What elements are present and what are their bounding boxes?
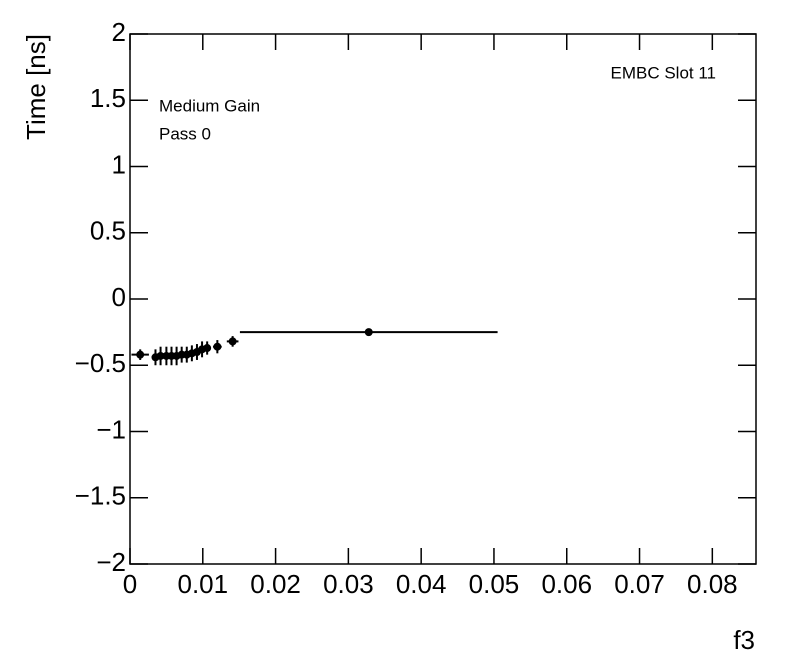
data-point: [156, 351, 165, 360]
annotation: Medium Gain: [159, 96, 260, 115]
data-point: [364, 328, 373, 337]
x-tick-label: 0.01: [177, 569, 228, 599]
data-point: [136, 350, 145, 359]
y-tick-label: 0: [112, 282, 126, 312]
y-tick-label: −2: [96, 547, 126, 577]
y-tick-label: 2: [112, 17, 126, 47]
y-axis-label: Time [ns]: [21, 34, 51, 140]
annotation: Pass 0: [159, 124, 211, 143]
x-axis-label: f3: [733, 625, 755, 655]
x-tick-label: 0.06: [541, 569, 592, 599]
data-point: [203, 344, 212, 353]
annotation: EMBC Slot 11: [610, 63, 716, 82]
y-tick-label: −1.5: [75, 481, 126, 511]
data-point: [228, 337, 237, 346]
x-tick-label: 0.02: [250, 569, 301, 599]
y-tick-label: −1: [96, 414, 126, 444]
y-tick-label: 1.5: [90, 83, 126, 113]
y-tick-label: 1: [112, 149, 126, 179]
x-tick-label: 0.07: [614, 569, 665, 599]
y-tick-label: −0.5: [75, 348, 126, 378]
y-tick-label: 0.5: [90, 216, 126, 246]
data-point: [213, 342, 222, 351]
x-tick-label: 0: [123, 569, 137, 599]
x-tick-label: 0.03: [323, 569, 374, 599]
x-tick-label: 0.08: [687, 569, 738, 599]
x-tick-label: 0.05: [469, 569, 520, 599]
x-tick-label: 0.04: [396, 569, 447, 599]
